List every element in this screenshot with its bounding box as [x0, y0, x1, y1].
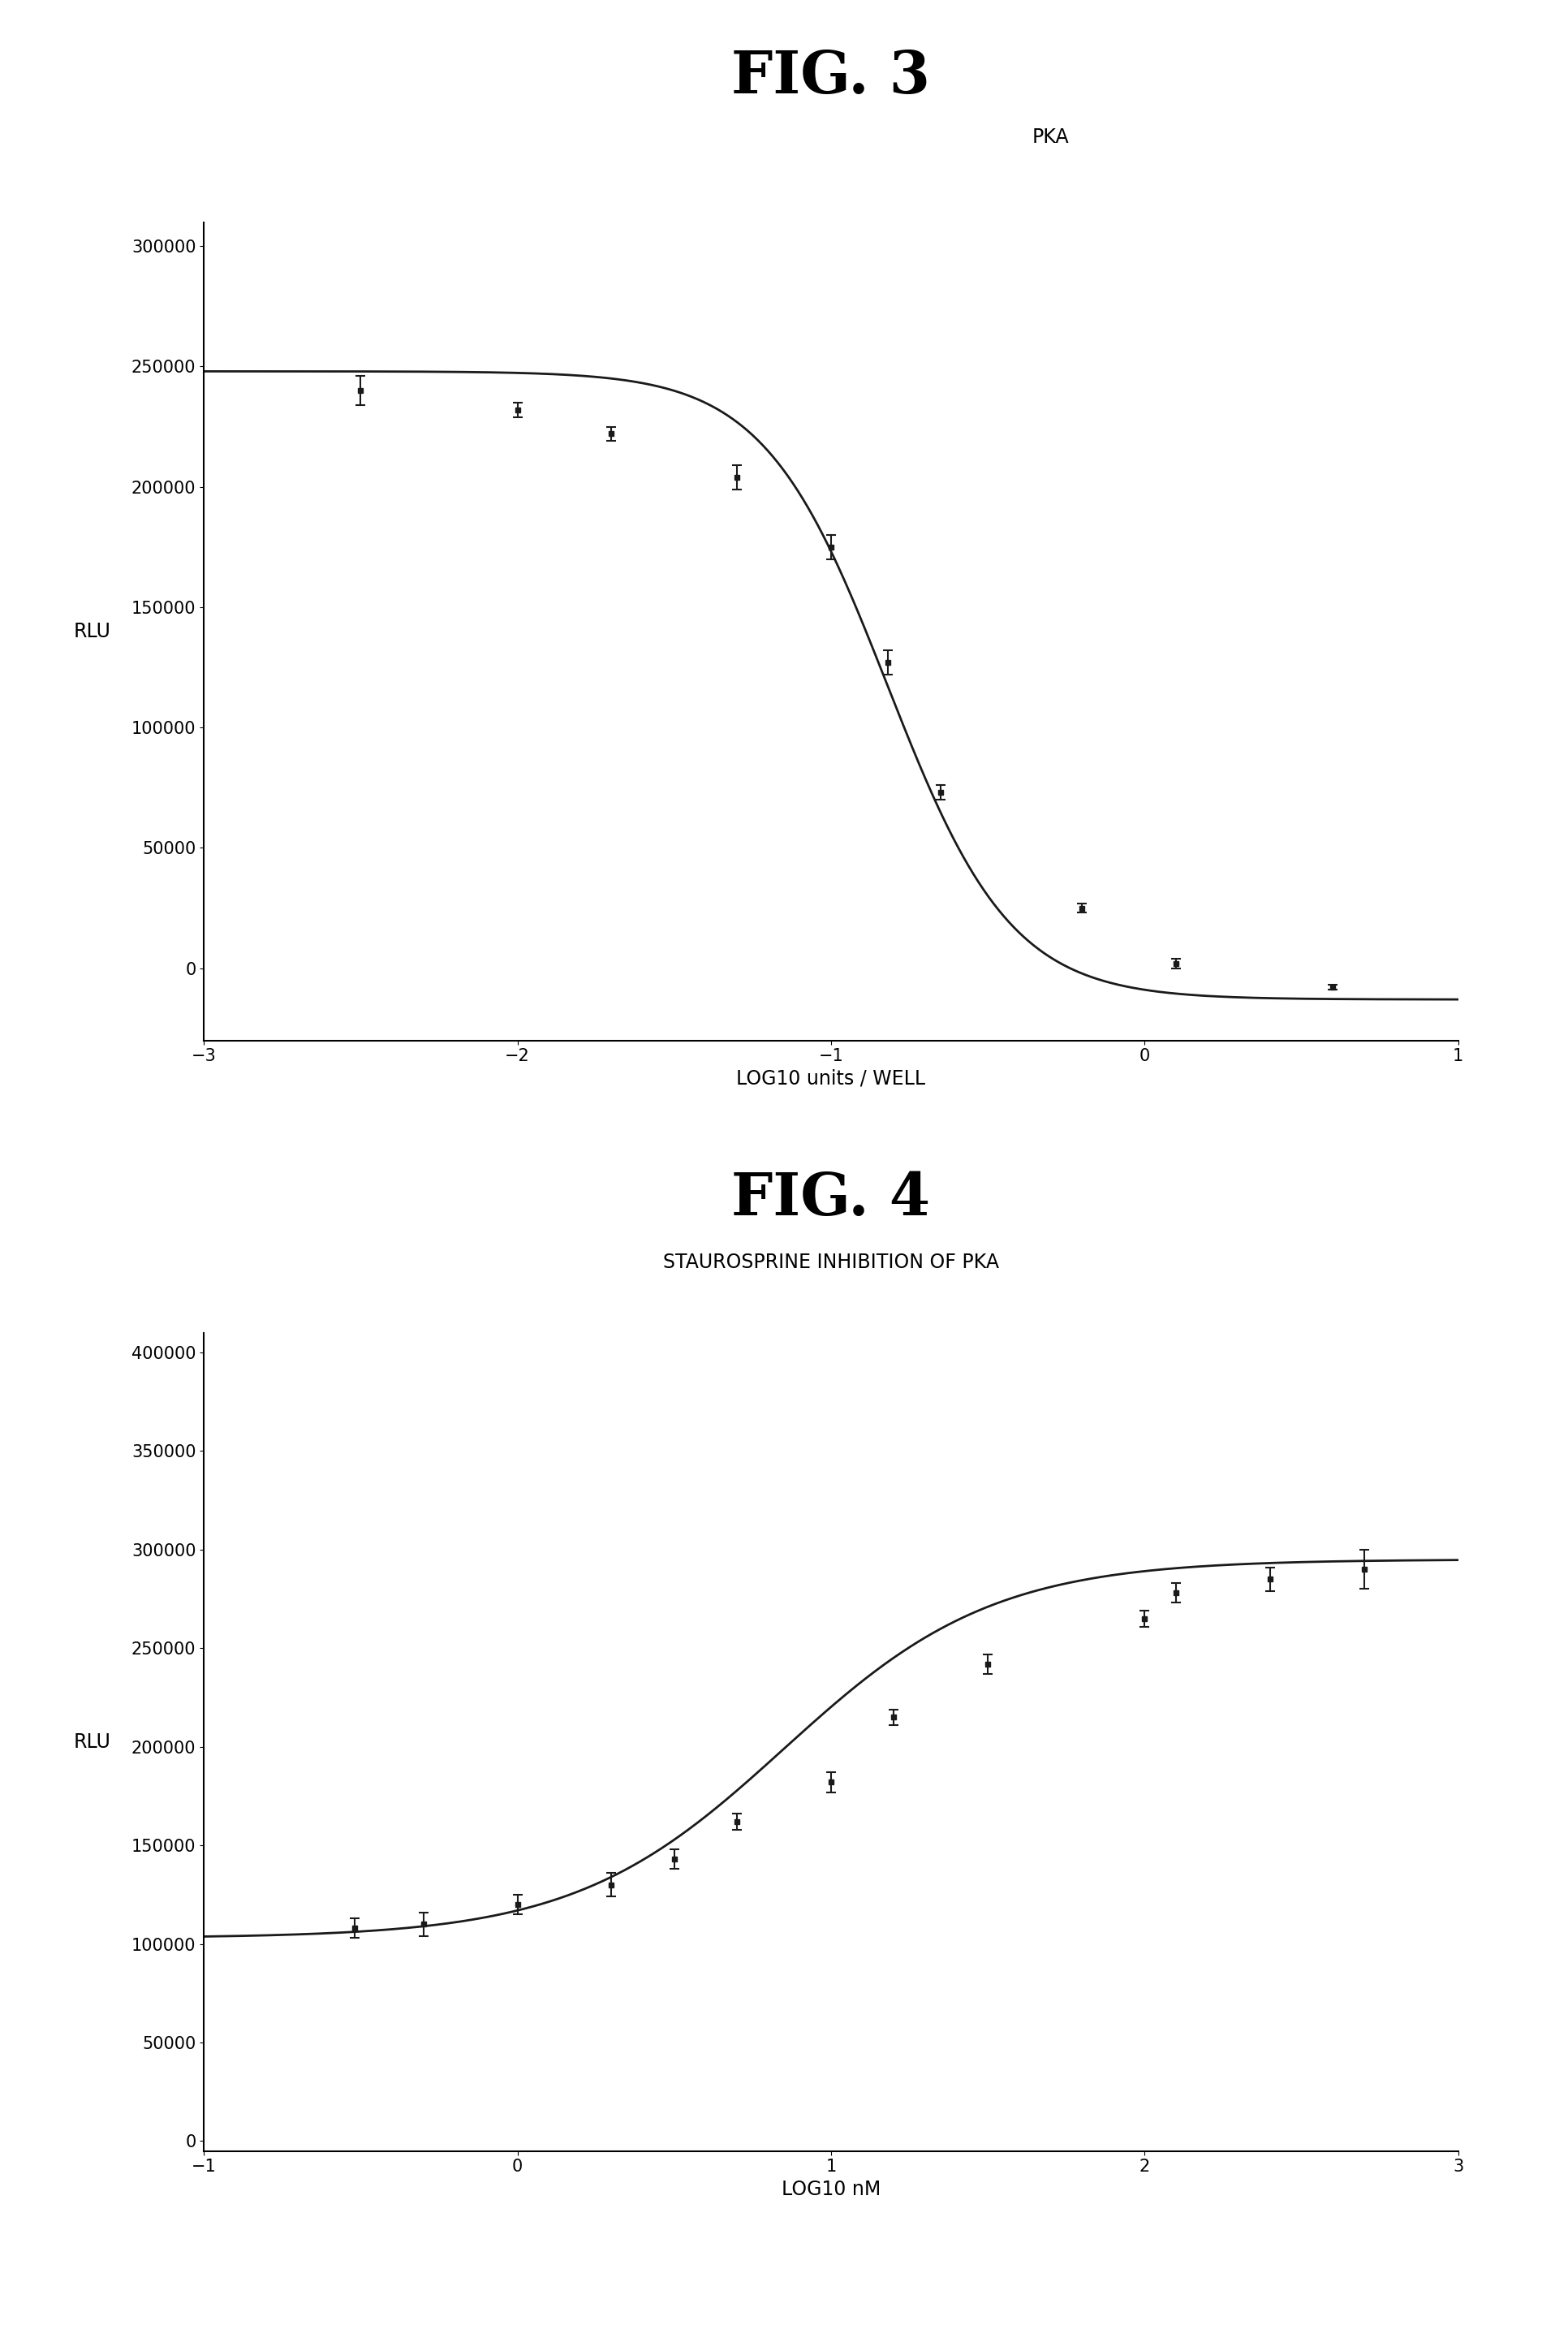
X-axis label: LOG10 units / WELL: LOG10 units / WELL: [737, 1068, 925, 1090]
X-axis label: LOG10 nM: LOG10 nM: [781, 2179, 881, 2200]
Y-axis label: RLU: RLU: [74, 622, 111, 641]
Text: PKA: PKA: [1032, 129, 1069, 147]
Text: FIG. 3: FIG. 3: [732, 47, 930, 105]
Text: STAUROSPRINE INHIBITION OF PKA: STAUROSPRINE INHIBITION OF PKA: [663, 1253, 999, 1272]
Y-axis label: RLU: RLU: [74, 1732, 111, 1751]
Text: FIG. 4: FIG. 4: [732, 1169, 930, 1227]
